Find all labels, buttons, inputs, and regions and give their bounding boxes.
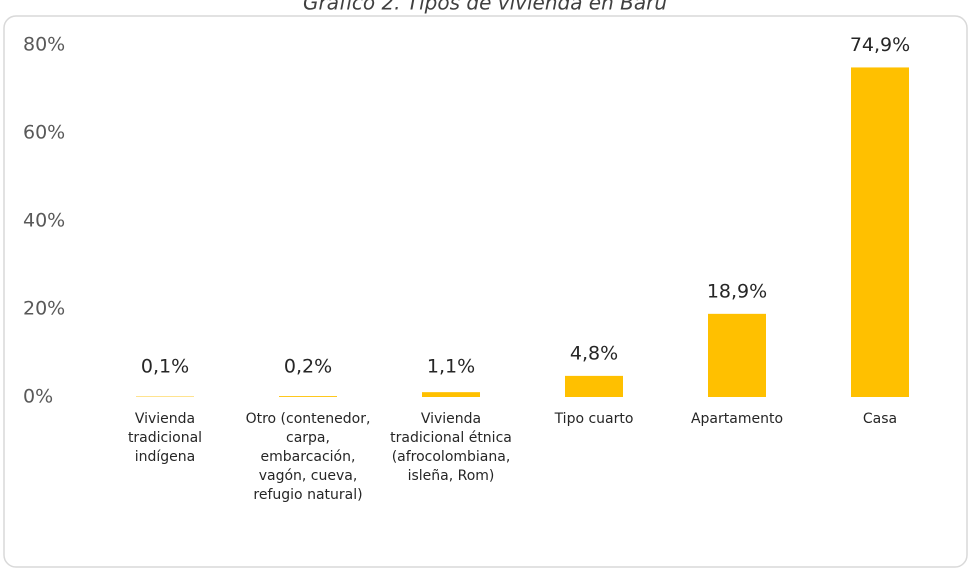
bar [565, 375, 623, 397]
data-label: 74,9% [850, 34, 910, 56]
chart-title: Gráfico 2. Tipos de vivienda en Barú [303, 0, 667, 15]
x-tick-label: Tipo cuarto [554, 411, 634, 427]
y-tick-label: 20% [23, 298, 65, 320]
y-tick-label: 40% [23, 210, 65, 232]
bar [422, 392, 480, 397]
chart-frame [3, 15, 968, 568]
data-label: 18,9% [707, 280, 767, 302]
x-tick-label: Vivienda tradicional indígena [127, 411, 203, 465]
data-label: 0,1% [141, 356, 189, 378]
bar [851, 67, 909, 397]
data-label: 1,1% [427, 356, 475, 378]
data-label: 4,8% [570, 342, 618, 364]
x-tick-label: Apartamento [690, 411, 784, 427]
x-tick-label: Vivienda tradicional étnica (afrocolombi… [390, 411, 512, 484]
x-tick-label: Otro (contenedor, carpa, embarcación, va… [245, 411, 371, 503]
bar [708, 313, 766, 397]
y-tick-label: 80% [23, 34, 65, 56]
y-tick-label: 60% [23, 122, 65, 144]
bar [279, 396, 337, 397]
y-tick-label: 0% [23, 386, 53, 408]
data-label: 0,2% [284, 356, 332, 378]
x-tick-label: Casa [862, 411, 898, 427]
